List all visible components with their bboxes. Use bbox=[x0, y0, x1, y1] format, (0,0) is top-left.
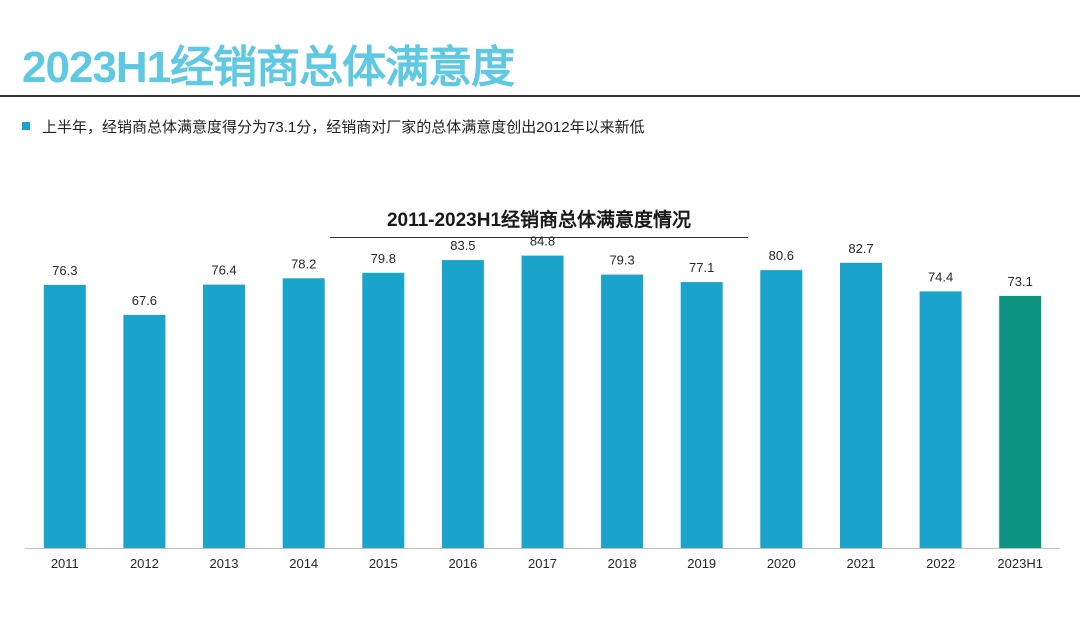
value-label-2014: 78.2 bbox=[291, 256, 316, 271]
title-divider bbox=[0, 95, 1080, 97]
bar-2012 bbox=[123, 314, 166, 548]
bar-2015 bbox=[362, 272, 405, 548]
chart-title: 2011-2023H1经销商总体满意度情况 bbox=[386, 210, 692, 231]
x-tick-label-2016: 2016 bbox=[448, 556, 477, 571]
x-tick-label-2018: 2018 bbox=[608, 556, 637, 571]
x-tick-label-2012: 2012 bbox=[130, 556, 159, 571]
value-label-2021: 82.7 bbox=[848, 241, 873, 256]
x-tick-label-2014: 2014 bbox=[289, 556, 318, 571]
bar-2016 bbox=[441, 260, 484, 548]
bar-2017 bbox=[521, 255, 564, 548]
x-tick-label-2017: 2017 bbox=[528, 556, 557, 571]
value-label-2012: 67.6 bbox=[132, 293, 157, 308]
value-label-2018: 79.3 bbox=[609, 253, 634, 268]
value-label-2022: 74.4 bbox=[928, 269, 953, 284]
summary-bullet: 上半年，经销商总体满意度得分为73.1分，经销商对厂家的总体满意度创出2012年… bbox=[22, 116, 645, 136]
value-label-2020: 80.6 bbox=[769, 248, 794, 263]
bar-2022 bbox=[919, 291, 962, 548]
value-label-2017: 84.8 bbox=[530, 234, 555, 249]
value-label-2011: 76.3 bbox=[52, 263, 77, 278]
x-tick-label-2019: 2019 bbox=[687, 556, 716, 571]
value-label-2019: 77.1 bbox=[689, 260, 714, 275]
x-tick-label-2021: 2021 bbox=[847, 556, 876, 571]
bar-2014 bbox=[282, 278, 325, 548]
x-tick-label-2013: 2013 bbox=[210, 556, 239, 571]
x-tick-label-2020: 2020 bbox=[767, 556, 796, 571]
x-tick-label-2022: 2022 bbox=[926, 556, 955, 571]
bar-2023H1 bbox=[999, 295, 1042, 548]
bullet-square-icon bbox=[22, 122, 30, 130]
bar-2018 bbox=[601, 274, 644, 548]
page-title: 2023H1经销商总体满意度 bbox=[22, 43, 515, 92]
chart-title-underline bbox=[330, 237, 748, 238]
bar-2013 bbox=[203, 284, 245, 548]
summary-text: 上半年，经销商总体满意度得分为73.1分，经销商对厂家的总体满意度创出2012年… bbox=[42, 118, 645, 136]
value-label-2013: 76.4 bbox=[211, 263, 236, 278]
bar-2011 bbox=[43, 284, 86, 548]
value-label-2023H1: 73.1 bbox=[1008, 274, 1033, 289]
value-label-2015: 79.8 bbox=[371, 251, 396, 266]
bar-2020 bbox=[760, 270, 803, 548]
x-tick-label-2011: 2011 bbox=[51, 556, 79, 571]
bar-2021 bbox=[840, 262, 882, 548]
bar-2019 bbox=[680, 282, 723, 548]
x-tick-label-2015: 2015 bbox=[369, 556, 398, 571]
value-label-2016: 83.5 bbox=[450, 238, 475, 253]
x-tick-label-2023H1: 2023H1 bbox=[997, 556, 1043, 571]
